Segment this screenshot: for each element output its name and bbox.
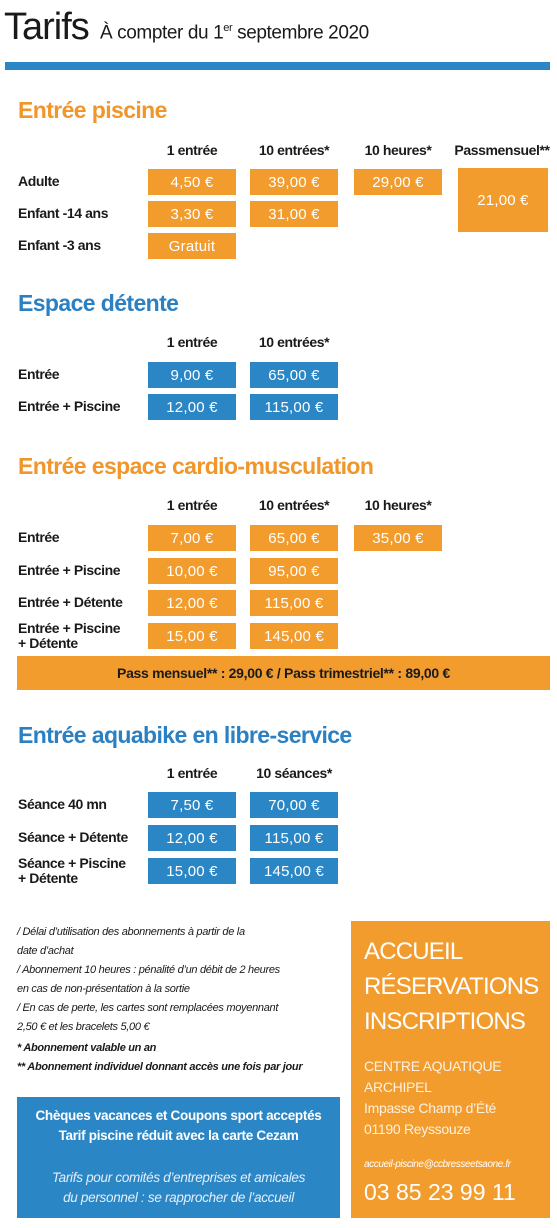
price-cell: 31,00 € [250, 201, 338, 227]
note-line: en cas de non-présentation à la sortie [17, 983, 190, 995]
price-cell: 12,00 € [148, 394, 236, 420]
info-box: Chèques vacances et Coupons sport accept… [17, 1097, 340, 1218]
price-cell: 15,00 € [148, 623, 236, 649]
section-title: Entrée piscine [18, 97, 167, 123]
column-header: 10 heures* [364, 497, 432, 513]
page-title: Tarifs [4, 6, 90, 48]
contact-heading: INSCRIPTIONS [364, 1008, 526, 1035]
price-cell: 65,00 € [250, 525, 338, 551]
price-cell: 12,00 € [148, 590, 236, 616]
contact-address: 01190 Reyssouze [364, 1121, 471, 1137]
price-cell: 115,00 € [250, 394, 338, 420]
price-cell: 4,50 € [148, 169, 236, 195]
info-bold-line: Tarif piscine réduit avec la carte Cezam [58, 1128, 299, 1143]
price-cell: 7,50 € [148, 792, 236, 818]
section-title: Espace détente [18, 290, 179, 316]
column-header: 1 entrée [166, 497, 218, 513]
row-label: Entrée + Piscine [18, 562, 121, 578]
row-label: Entrée + Piscine [18, 398, 121, 414]
row-label: Séance 40 mn [18, 796, 107, 812]
price-cell: 3,30 € [148, 201, 236, 227]
section-title: Entrée aquabike en libre-service [18, 722, 352, 748]
row-label: Enfant -14 ans [18, 205, 109, 221]
price-cell: 115,00 € [250, 590, 338, 616]
column-header: Passmensuel** [454, 142, 550, 158]
contact-email: accueil-piscine@ccbresseetsaone.fr [364, 1159, 511, 1170]
column-header: 1 entrée [166, 765, 218, 781]
price-cell: 70,00 € [250, 792, 338, 818]
column-header: 1 entrée [166, 142, 218, 158]
row-label: Entrée [18, 529, 60, 545]
contact-box: ACCUEIL RÉSERVATIONS INSCRIPTIONS CENTRE AQ… [351, 921, 550, 1218]
price-cell: 95,00 € [250, 558, 338, 584]
price-cell: 145,00 € [250, 623, 338, 649]
subtitle-sup: er [223, 22, 233, 34]
row-label: Séance + Piscine + Détente [18, 855, 126, 886]
column-header: 10 entrées* [258, 334, 330, 350]
price-cell: 10,00 € [148, 558, 236, 584]
pass-banner: Pass mensuel** : 29,00 € / Pass trimestr… [17, 656, 550, 690]
row-label: Entrée + Piscine + Détente [18, 620, 121, 651]
row-label: Séance + Détente [18, 829, 128, 845]
footnote-line: * Abonnement valable un an [17, 1042, 157, 1054]
price-cell: 12,00 € [148, 825, 236, 851]
note-line: date d’achat [17, 945, 74, 957]
page-subtitle: À compter du 1er septembre 2020 [100, 22, 369, 44]
column-header: 10 entrées* [258, 497, 330, 513]
subtitle-text: À compter du 1 [100, 22, 224, 44]
price-cell: 15,00 € [148, 858, 236, 884]
info-italic-line: Tarifs pour comités d’entreprises et ami… [51, 1170, 306, 1185]
column-header: 10 heures* [364, 142, 432, 158]
info-italic-line: du personnel : se rapprocher de l’accuei… [63, 1190, 294, 1205]
contact-address: Impasse Champ d’Été [364, 1100, 497, 1116]
price-cell: Gratuit [148, 233, 236, 259]
note-line: / En cas de perte, les cartes sont rempl… [17, 1002, 279, 1014]
contact-heading: ACCUEIL [364, 938, 463, 965]
row-label: Enfant -3 ans [18, 237, 101, 253]
price-cell: 145,00 € [250, 858, 338, 884]
section-title: Entrée espace cardio-musculation [18, 453, 374, 479]
footnote-line: ** Abonnement individuel donnant accès u… [17, 1061, 303, 1073]
price-cell: 65,00 € [250, 362, 338, 388]
note-line: / Abonnement 10 heures : pénalité d’un d… [17, 964, 280, 976]
note-line: 2,50 € et les bracelets 5,00 € [17, 1021, 150, 1033]
contact-address: CENTRE AQUATIQUE [364, 1058, 502, 1074]
price-cell: 115,00 € [250, 825, 338, 851]
column-header: 10 entrées* [258, 142, 330, 158]
price-cell: 9,00 € [148, 362, 236, 388]
price-cell: 29,00 € [354, 169, 442, 195]
subtitle-text: septembre 2020 [232, 22, 369, 44]
column-header: 1 entrée [166, 334, 218, 350]
price-cell: 21,00 € [458, 168, 548, 232]
row-label: Adulte [18, 173, 60, 189]
contact-heading: RÉSERVATIONS [364, 973, 539, 1000]
price-cell: 35,00 € [354, 525, 442, 551]
column-header: 10 séances* [256, 765, 332, 781]
info-bold-line: Chèques vacances et Coupons sport accept… [35, 1108, 322, 1123]
note-line: / Délai d’utilisation des abonnements à … [17, 926, 245, 938]
contact-address: ARCHIPEL [364, 1079, 432, 1095]
contact-phone: 03 85 23 99 11 [364, 1179, 516, 1205]
row-label: Entrée + Détente [18, 594, 123, 610]
row-label: Entrée [18, 366, 60, 382]
header-bar [5, 62, 550, 70]
price-cell: 7,00 € [148, 525, 236, 551]
price-cell: 39,00 € [250, 169, 338, 195]
